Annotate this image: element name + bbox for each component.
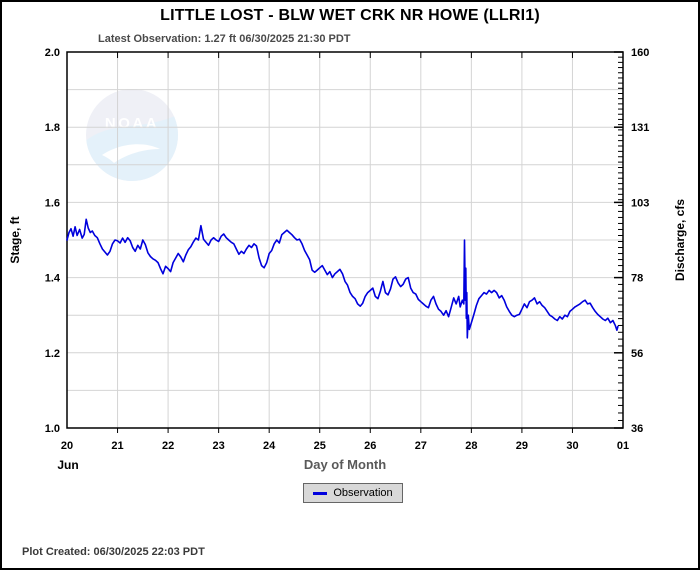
left-axis-tick-label: 1.6 <box>45 197 60 209</box>
x-axis-tick-label: 27 <box>415 440 427 452</box>
x-axis-tick-label: 22 <box>162 440 174 452</box>
x-axis-tick-label: 24 <box>263 440 276 452</box>
series-layer <box>66 218 619 339</box>
right-axis-tick-label: 131 <box>631 122 649 134</box>
x-axis-tick-label: 26 <box>364 440 376 452</box>
right-axis-tick-label: 36 <box>631 423 643 435</box>
left-axis-tick-label: 1.8 <box>45 122 60 134</box>
legend-label: Observation <box>333 487 393 499</box>
legend: Observation <box>303 483 403 503</box>
right-axis-tick-label: 103 <box>631 197 649 209</box>
left-axis-tick-label: 1.4 <box>45 273 61 285</box>
page-title: LITTLE LOST - BLW WET CRK NR HOWE (LLRI1… <box>160 7 540 24</box>
plot-created-text: Plot Created: 06/30/2025 22:03 PDT <box>22 546 205 558</box>
x-axis-tick-label: 01 <box>617 440 629 452</box>
latest-observation-text: Latest Observation: 1.27 ft 06/30/2025 2… <box>98 33 351 45</box>
noaa-logo-watermark: NOAA <box>86 89 178 181</box>
x-axis-tick-label: 21 <box>111 440 123 452</box>
x-axis-month-label: Jun <box>57 458 78 472</box>
x-axis-tick-label: 23 <box>213 440 225 452</box>
left-axis-tick-label: 2.0 <box>45 47 60 59</box>
left-axis-tick-label: 1.0 <box>45 423 60 435</box>
x-axis-tick-label: 29 <box>516 440 528 452</box>
y-axis-right-title: Discharge, cfs <box>673 199 687 281</box>
noaa-logo-text: NOAA <box>105 115 159 132</box>
noaa-logo-bird-icon <box>102 144 160 163</box>
x-axis-tick-label: 20 <box>61 440 73 452</box>
x-axis-tick-label: 30 <box>566 440 578 452</box>
x-axis-title: Day of Month <box>304 457 386 472</box>
tick-label-layer: 160 131 103 78 56 36 2.0 1.8 1.6 1.4 1.2 1.020 21 22 2… <box>45 47 650 452</box>
legend-line-sample <box>313 491 328 495</box>
left-axis-tick-label: 1.2 <box>45 348 60 360</box>
right-axis-tick-label: 56 <box>631 348 643 360</box>
x-axis-tick-label: 28 <box>465 440 477 452</box>
grid-layer <box>67 52 623 428</box>
x-axis-tick-label: 25 <box>314 440 326 452</box>
observation-line <box>66 218 619 339</box>
tick-layer <box>117 51 623 433</box>
right-axis-tick-label: 78 <box>631 273 643 285</box>
right-axis-tick-label: 160 <box>631 47 649 59</box>
y-axis-left-title: Stage, ft <box>8 216 22 263</box>
